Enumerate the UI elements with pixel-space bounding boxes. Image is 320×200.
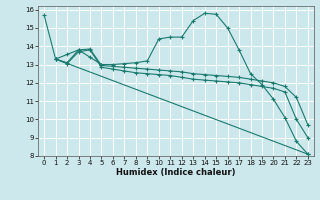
X-axis label: Humidex (Indice chaleur): Humidex (Indice chaleur) <box>116 168 236 177</box>
